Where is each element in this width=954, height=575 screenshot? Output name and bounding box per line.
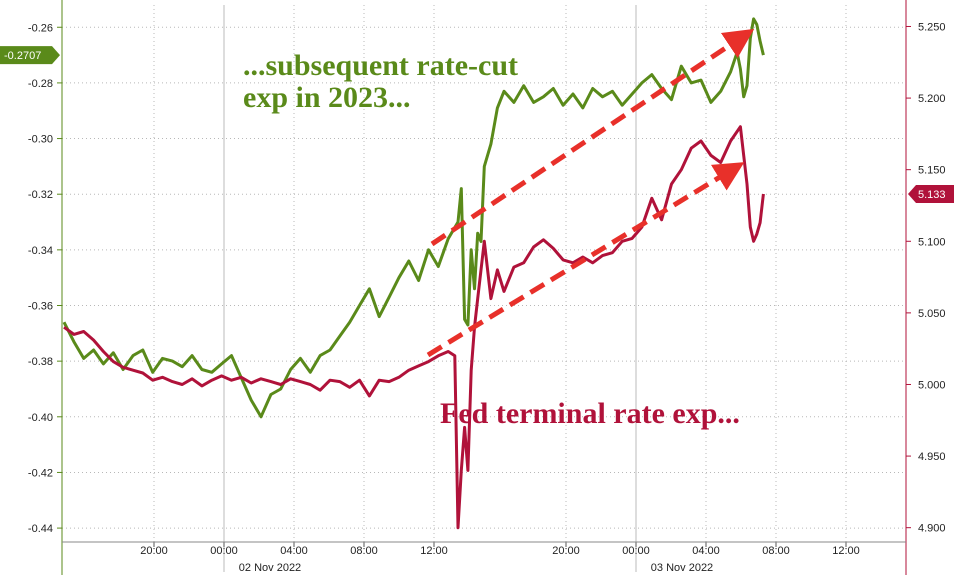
date-label: 02 Nov 2022	[239, 562, 301, 574]
time-tick-label: 08:00	[762, 545, 790, 557]
left-tick-label: -0.42	[28, 467, 53, 479]
right-tick-label: 5.250	[918, 21, 946, 33]
annotations: ...subsequent rate-cut exp in 2023... Fed …	[243, 49, 740, 430]
series	[62, 17, 765, 530]
annotation-line: Fed terminal rate exp...	[440, 397, 740, 430]
right-value-badge-label: 5.133	[918, 189, 946, 201]
plot-area	[62, 5, 906, 542]
grid	[62, 5, 906, 572]
right-tick-label: 5.050	[918, 308, 946, 320]
annotation-1: Fed terminal rate exp...	[440, 397, 740, 430]
left-tick-label: -0.36	[28, 300, 53, 312]
right-tick-label: 5.000	[918, 379, 946, 391]
left-value-badge	[0, 46, 60, 65]
series-line-1	[63, 125, 765, 530]
left-tick-label: -0.30	[28, 134, 53, 146]
axes: -0.26 -0.28 -0.30 -0.32 -0.34 -0.36 -0.38 -0.40…	[28, 0, 946, 575]
time-tick-label: 12:00	[832, 545, 860, 557]
last-value-badges: -0.2707 5.133	[0, 46, 954, 204]
left-tick-label: -0.34	[28, 245, 53, 257]
left-tick-label: -0.40	[28, 412, 53, 424]
left-tick-label: -0.44	[28, 523, 53, 535]
time-tick-label: 12:00	[420, 545, 448, 557]
time-tick-label: 00:00	[622, 545, 650, 557]
trend-arrow-green	[430, 28, 755, 247]
series-line-0	[62, 17, 765, 419]
annotation-line: ...subsequent rate-cut	[243, 49, 518, 82]
right-tick-label: 4.900	[918, 523, 946, 535]
date-label: 03 Nov 2022	[651, 562, 713, 574]
left-tick-label: -0.38	[28, 356, 53, 368]
right-tick-label: 5.100	[918, 236, 946, 248]
left-tick-label: -0.32	[28, 189, 53, 201]
time-tick-label: 20:00	[552, 545, 580, 557]
right-tick-label: 5.150	[918, 165, 946, 177]
time-tick-label: 00:00	[210, 545, 238, 557]
annotation-line: exp in 2023...	[243, 81, 411, 114]
time-tick-label: 04:00	[280, 545, 308, 557]
left-tick-label: -0.26	[28, 22, 53, 34]
left-tick-label: -0.28	[28, 78, 53, 90]
right-value-badge	[908, 185, 954, 204]
left-value-badge-label: -0.2707	[4, 50, 41, 62]
time-tick-label: 20:00	[140, 545, 168, 557]
right-tick-label: 4.950	[918, 451, 946, 463]
trend-arrows	[426, 28, 755, 358]
annotation-0: ...subsequent rate-cut exp in 2023...	[243, 49, 518, 114]
time-tick-label: 08:00	[350, 545, 378, 557]
trend-arrow-red	[426, 162, 745, 358]
right-tick-label: 5.200	[918, 93, 946, 105]
time-tick-label: 04:00	[692, 545, 720, 557]
